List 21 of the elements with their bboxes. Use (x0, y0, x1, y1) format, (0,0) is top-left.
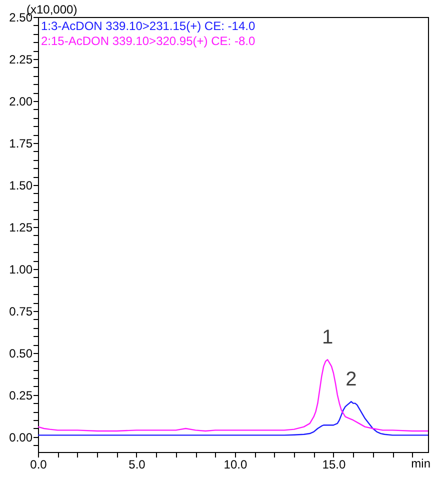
y-tick-label: 0.75 (9, 304, 33, 318)
x-tick-label: 10.0 (224, 458, 248, 472)
y-tick-label: 0.50 (9, 346, 33, 360)
line-series (37, 401, 429, 436)
y-tick-label: 1.50 (9, 178, 33, 192)
y-tick-label: 0.00 (9, 430, 33, 444)
y-tick-label: 1.25 (9, 220, 33, 234)
text: 1:3-AcDON 339.10>231.15(+) CE: -14.0 (41, 19, 256, 33)
y-tick-label: 2.00 (9, 94, 33, 108)
y-tick-label: 1.75 (9, 136, 33, 150)
y-tick-label: 1.00 (9, 262, 33, 276)
y-tick-label: 0.25 (9, 388, 33, 402)
x-tick-label: 15.0 (322, 458, 346, 472)
x-axis-title: min (411, 456, 430, 470)
annotation: 1 (322, 326, 334, 349)
text: 2:15-AcDON 339.10>320.95(+) CE: -8.0 (41, 34, 256, 48)
annotation: 2 (346, 368, 357, 391)
x-tick-label: 5.0 (128, 458, 146, 472)
line-series (37, 359, 429, 432)
y-tick-label: 2.25 (9, 52, 33, 66)
x-tick-label: 0.0 (30, 458, 48, 472)
